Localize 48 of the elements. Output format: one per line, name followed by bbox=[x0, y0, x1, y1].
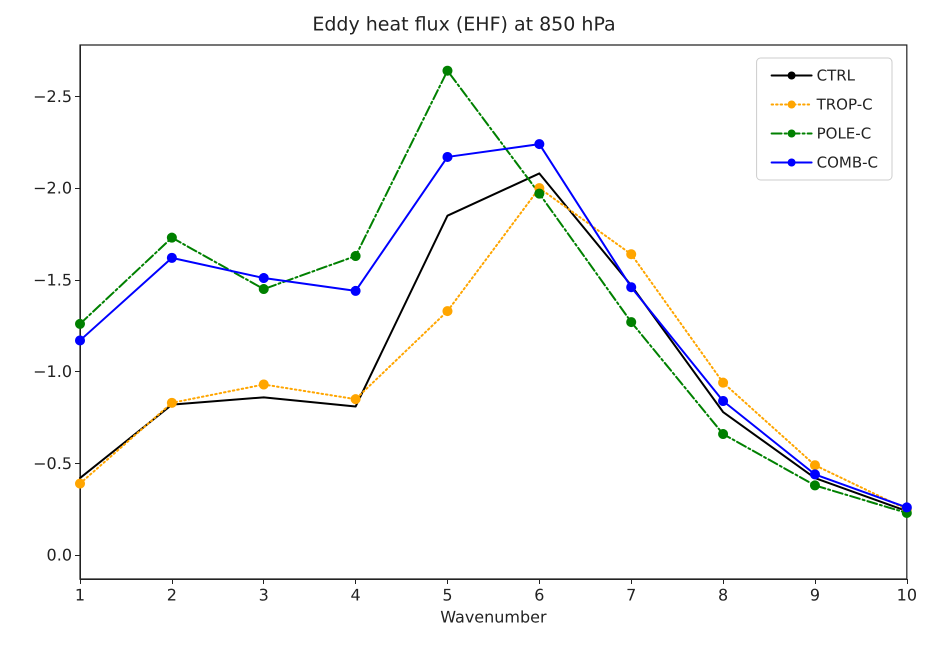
y-tick-label: 0.0 bbox=[46, 546, 72, 565]
point bbox=[166, 398, 177, 408]
point bbox=[258, 273, 269, 284]
y-tick-label: −1.0 bbox=[33, 362, 72, 382]
point bbox=[626, 317, 636, 328]
point bbox=[350, 251, 361, 262]
x-tick-label: 10 bbox=[896, 586, 917, 604]
legend-label: POLE-C bbox=[816, 124, 872, 142]
point bbox=[626, 249, 636, 260]
point bbox=[75, 318, 85, 329]
point bbox=[258, 284, 269, 294]
point bbox=[810, 469, 820, 480]
point bbox=[810, 480, 820, 490]
x-tick-label: 6 bbox=[534, 586, 544, 604]
x-tick-label: 5 bbox=[442, 586, 453, 604]
point bbox=[718, 396, 728, 406]
x-tick-label: 3 bbox=[258, 586, 269, 604]
point bbox=[166, 252, 177, 263]
x-tick-label: 1 bbox=[74, 586, 86, 604]
x-tick-label: 9 bbox=[810, 586, 820, 604]
y-tick-label: −2.0 bbox=[33, 178, 72, 198]
point bbox=[166, 232, 177, 243]
point bbox=[534, 188, 544, 199]
y-tick-label: −2.5 bbox=[33, 86, 72, 106]
x-tick-label: 7 bbox=[626, 586, 636, 604]
point bbox=[350, 286, 361, 296]
point bbox=[442, 306, 452, 316]
point bbox=[258, 379, 269, 390]
legend-label: COMB-C bbox=[816, 154, 878, 172]
chart-title: Eddy heat flux (EHF) at 850 hPa bbox=[312, 14, 616, 36]
point bbox=[350, 394, 361, 404]
y-tick-label: −0.5 bbox=[33, 454, 72, 473]
y-tick-label: −1.5 bbox=[33, 270, 72, 290]
point bbox=[718, 429, 728, 440]
point bbox=[75, 478, 85, 489]
x-axis-title: Wavenumber bbox=[440, 608, 548, 626]
point bbox=[810, 460, 820, 470]
x-tick-label: 4 bbox=[350, 586, 361, 604]
point bbox=[534, 139, 544, 150]
x-tick-label: 2 bbox=[166, 586, 177, 604]
point bbox=[626, 282, 636, 292]
legend-label: CTRL bbox=[816, 66, 856, 84]
x-tick-label: 8 bbox=[718, 586, 728, 604]
point bbox=[75, 335, 85, 346]
point bbox=[442, 152, 452, 162]
point bbox=[442, 66, 452, 76]
point bbox=[718, 378, 728, 388]
legend-label: TROP-C bbox=[816, 96, 873, 114]
